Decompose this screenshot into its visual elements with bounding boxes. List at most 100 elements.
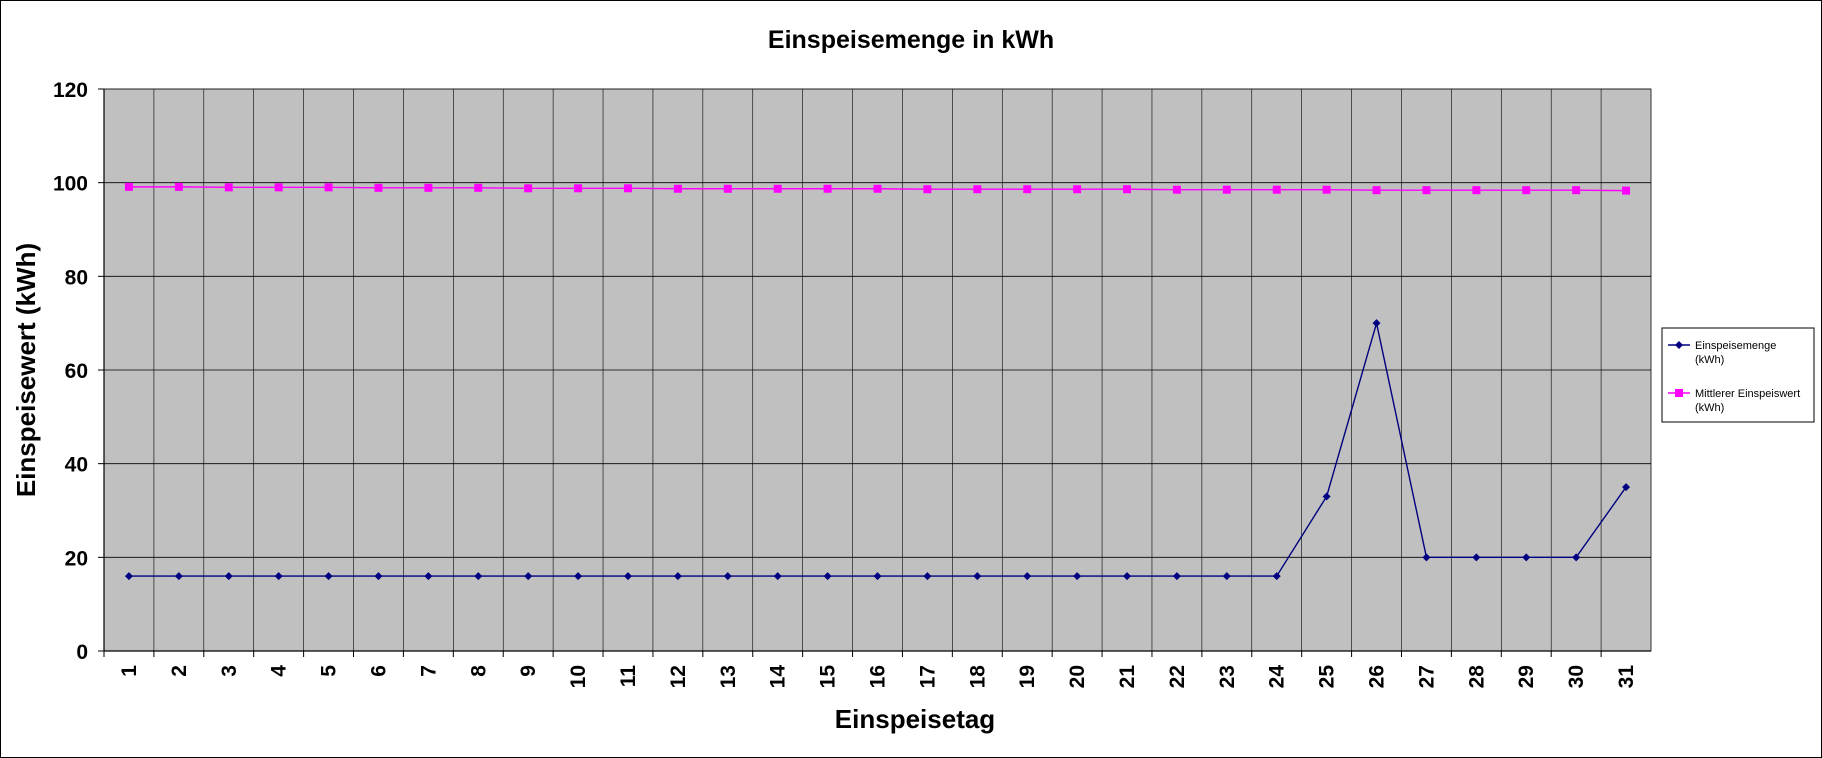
data-point [973,185,982,194]
x-tick-label: 10 [567,665,590,688]
data-point [1123,572,1132,581]
y-tick-label: 80 [65,266,88,289]
x-tick-label: 11 [617,665,640,688]
data-point [1322,185,1331,194]
y-tick-label: 120 [53,79,88,102]
legend-label-einspeisemenge: Einspeisemenge [1695,340,1776,352]
data-point [1422,186,1431,195]
data-point [524,572,533,581]
data-point [823,184,832,193]
data-point [374,572,383,581]
data-point [274,183,283,192]
data-point [124,572,133,581]
x-tick-label: 22 [1166,665,1189,688]
x-tick-label: 6 [367,665,390,677]
x-tick-label: 16 [867,665,890,688]
data-point [623,184,632,193]
x-tick-label: 9 [517,665,540,677]
data-point [224,572,233,581]
data-point [1522,553,1531,562]
data-point [1322,492,1331,501]
x-tick-label: 21 [1116,665,1139,689]
data-point [623,572,632,581]
data-point [324,572,333,581]
x-tick-label: 30 [1565,665,1588,688]
data-point [823,572,832,581]
data-point [1222,185,1231,194]
data-point [224,183,233,192]
y-axis-ticks: 0 20 40 60 80 100 120 [53,79,104,664]
data-point [773,572,782,581]
x-tick-label: 31 [1615,665,1638,689]
data-point [1422,553,1431,562]
x-axis-ticks: 1 2 3 4 5 6 7 8 9 10 11 12 13 14 15 16 17 18 19 20 21 22 23 24 2… [103,651,1638,689]
data-point [1572,186,1581,195]
data-point [973,572,982,581]
y-tick-label: 40 [65,454,88,477]
data-point [1272,572,1281,581]
x-tick-label: 27 [1415,665,1438,688]
data-point [1023,185,1032,194]
data-point [923,185,932,194]
x-tick-label: 2 [168,665,191,677]
x-tick-label: 24 [1266,665,1289,689]
data-point [1372,186,1381,195]
data-point [124,182,133,191]
y-tick-label: 60 [65,360,88,383]
data-point [773,184,782,193]
data-point [1073,572,1082,581]
data-point [873,572,882,581]
x-tick-label: 29 [1515,665,1538,688]
y-axis-title: Einspeisewert (kWh) [11,243,41,497]
x-tick-label: 14 [767,665,790,689]
x-tick-label: 20 [1066,665,1089,688]
data-point [1522,186,1531,195]
x-tick-label: 17 [916,665,939,688]
data-point [1172,572,1181,581]
x-tick-label: 25 [1316,665,1339,689]
series-einspeisemenge [124,319,1631,581]
data-point [1622,483,1631,492]
data-point [1123,185,1132,194]
data-point [174,182,183,191]
x-tick-label: 19 [1016,665,1039,688]
data-point [1622,186,1631,195]
x-tick-label: 4 [268,665,291,677]
legend-marker-diamond [1675,341,1683,349]
x-tick-label: 1 [118,665,141,677]
data-point [474,183,483,192]
data-point [1222,572,1231,581]
x-tick-label: 18 [966,665,989,689]
data-point [424,183,433,192]
legend-label-einspeisemenge-unit: (kWh) [1695,354,1724,366]
x-tick-label: 8 [467,665,490,677]
x-tick-label: 7 [417,665,440,677]
legend: Einspeisemenge (kWh) Mittlerer Einspeisw… [1661,327,1815,423]
data-point [1472,186,1481,195]
data-point [673,572,682,581]
data-point [873,184,882,193]
legend-label-mittlerer: Mittlerer Einspeiswert [1695,388,1800,400]
x-axis-title: Einspeisetag [835,704,995,734]
data-point [1472,553,1481,562]
series-layer [124,182,1631,581]
data-point [324,183,333,192]
x-tick-label: 15 [817,665,840,689]
data-point [374,183,383,192]
data-point [1272,185,1281,194]
data-point [524,184,533,193]
data-point [574,572,583,581]
x-tick-label: 23 [1216,665,1239,688]
data-point [723,572,732,581]
data-point [1073,185,1082,194]
data-point [1023,572,1032,581]
data-point [474,572,483,581]
data-point [673,184,682,193]
y-tick-label: 20 [65,547,88,570]
data-point [424,572,433,581]
y-tick-label: 0 [76,641,88,664]
data-point [174,572,183,581]
legend-box [1661,327,1815,423]
